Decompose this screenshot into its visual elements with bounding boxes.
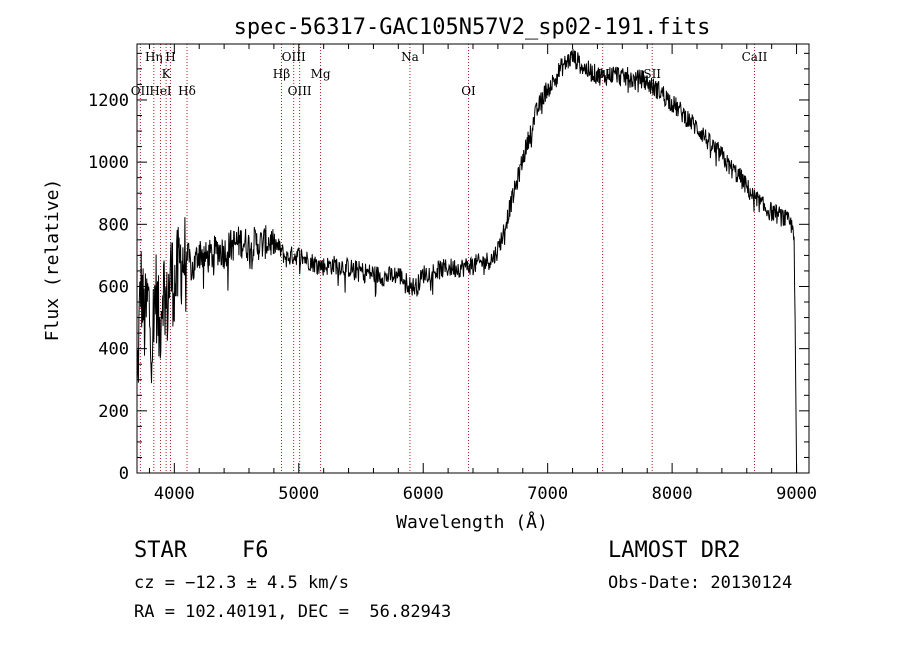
line-label: OIII	[288, 84, 312, 98]
y-tick-label: 1200	[88, 91, 129, 111]
chart-title: spec-56317-GAC105N57V2_sp02-191.fits	[234, 15, 711, 40]
x-tick-label: 7000	[527, 484, 568, 504]
line-label: K	[162, 67, 172, 81]
plot-frame	[136, 43, 810, 474]
y-tick-label: 0	[119, 464, 129, 484]
y-axis-label: Flux (relative)	[42, 179, 63, 342]
y-tick-label: 400	[98, 340, 129, 360]
x-tick-label: 5000	[278, 484, 319, 504]
x-tick-label: 8000	[652, 484, 693, 504]
line-label: OIII	[282, 50, 306, 64]
class-label: STAR	[134, 538, 187, 563]
x-axis: 4000 5000 6000 7000 8000 9000	[148, 44, 817, 504]
x-tick-label: 4000	[154, 484, 195, 504]
cz-readout: cz = −12.3 ± 4.5 km/s	[134, 573, 349, 593]
survey-label: LAMOST DR2	[608, 538, 741, 563]
y-tick-label: 200	[98, 402, 129, 422]
line-label: HeI	[149, 84, 172, 98]
line-label: H	[165, 50, 175, 64]
line-label: Na	[401, 50, 419, 64]
line-label: OII	[131, 84, 151, 98]
x-axis-label: Wavelength (Å)	[396, 511, 548, 533]
line-label: CaII	[742, 50, 768, 64]
line-label: SII	[643, 67, 661, 81]
y-tick-label: 600	[98, 277, 129, 297]
coordinates-readout: RA = 102.40191, DEC = 56.82943	[134, 602, 452, 622]
spectrum-line	[136, 48, 798, 474]
line-label: Mg	[311, 67, 331, 81]
line-label: Hδ	[178, 84, 196, 98]
line-label: OI	[461, 84, 476, 98]
spectral-line-markers	[139, 44, 755, 473]
y-axis: 0 200 400 600 800 1000 1200	[88, 52, 809, 484]
line-label: Hη	[145, 50, 163, 64]
x-tick-label: 9000	[776, 484, 817, 504]
line-label: Hβ	[273, 67, 290, 81]
obs-date-readout: Obs-Date: 20130124	[608, 573, 793, 593]
x-tick-label: 6000	[403, 484, 444, 504]
subclass-label: F6	[242, 538, 269, 563]
y-tick-label: 1000	[88, 153, 129, 173]
y-tick-label: 800	[98, 215, 129, 235]
